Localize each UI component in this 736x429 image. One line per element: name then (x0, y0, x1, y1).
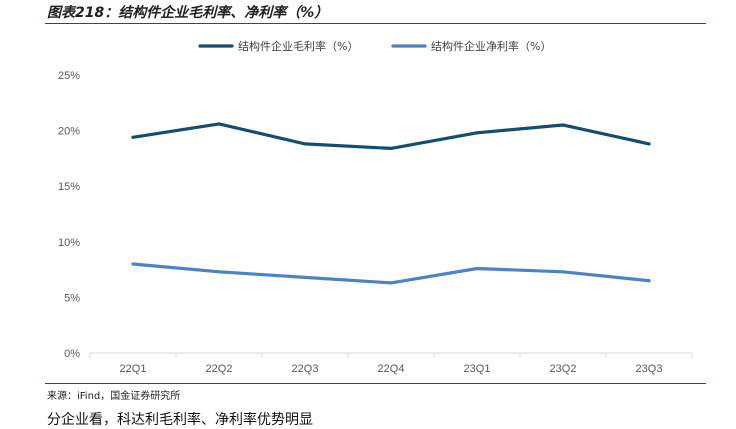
data-point (131, 135, 135, 139)
x-tick-label: 22Q2 (206, 363, 233, 375)
x-tick-label: 22Q4 (378, 363, 405, 375)
data-point (561, 123, 565, 127)
x-axis: 22Q1 22Q2 22Q3 22Q4 23Q1 23Q2 23Q3 (89, 352, 693, 375)
data-point (389, 146, 393, 150)
data-point (217, 122, 221, 126)
data-point (389, 281, 393, 285)
title-rule (45, 23, 706, 24)
y-tick-label: 20% (58, 126, 80, 138)
y-tick-label: 5% (64, 292, 80, 304)
data-point (303, 142, 307, 146)
x-tick-label: 23Q3 (636, 363, 663, 375)
data-point (647, 142, 651, 146)
series-line-2 (131, 262, 651, 285)
x-tick-label: 23Q1 (464, 363, 491, 375)
series-line-1 (131, 122, 651, 150)
data-point (561, 270, 565, 274)
series-lines (131, 122, 651, 285)
x-tick-label: 22Q1 (120, 363, 147, 375)
y-tick-label: 15% (58, 181, 80, 193)
x-tick-label: 22Q3 (292, 363, 319, 375)
data-point (217, 270, 221, 274)
y-tick-label: 10% (58, 237, 80, 249)
y-tick-label: 0% (64, 348, 80, 360)
legend-label-1: 结构件企业毛利率（%） (238, 39, 358, 53)
data-point (647, 279, 651, 283)
x-tick-label: 23Q2 (550, 363, 577, 375)
figure-title: 图表218：结构件企业毛利率、净利率（%） (47, 5, 329, 21)
data-point (475, 131, 479, 135)
data-point (131, 262, 135, 266)
source-note: 来源：iFind，国金证券研究所 (47, 391, 181, 402)
data-point (475, 266, 479, 271)
legend: 结构件企业毛利率（%） 结构件企业净利率（%） (198, 39, 551, 53)
following-paragraph: 分企业看，科达利毛利率、净利率优势明显 (47, 412, 313, 428)
y-tick-label: 25% (58, 70, 80, 82)
source-rule (45, 383, 706, 384)
data-point (303, 275, 307, 279)
y-axis: 0% 5% 10% 15% 20% 25% (58, 70, 80, 360)
legend-label-2: 结构件企业净利率（%） (431, 39, 551, 53)
